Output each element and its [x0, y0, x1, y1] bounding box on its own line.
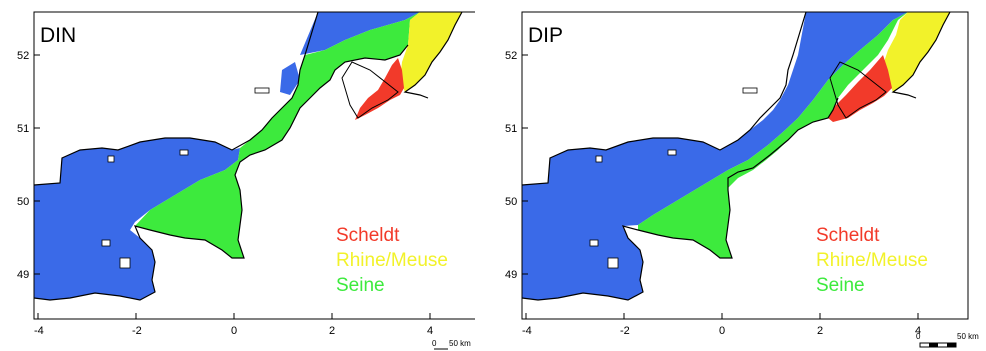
- scale-start-label: 0: [916, 332, 921, 341]
- plot-frame: [33, 11, 475, 320]
- legend-rhine-meuse: Rhine/Meuse: [336, 250, 448, 271]
- island: [101, 239, 111, 247]
- scale-end-label: 50 km: [957, 332, 979, 341]
- panel-title: DIP: [528, 24, 563, 47]
- y-tick-label: 50: [17, 196, 29, 208]
- island: [607, 257, 619, 269]
- coastline: [522, 12, 951, 301]
- other-water-region: [34, 138, 240, 300]
- scheldt-estuary-outline: [829, 61, 887, 119]
- other-water-region-north: [300, 12, 420, 55]
- y-axis: 52 51 50 49: [505, 50, 528, 281]
- y-tick-label: 50: [505, 196, 517, 208]
- legend-seine: Seine: [816, 275, 865, 296]
- island: [742, 87, 758, 94]
- x-axis: -4 -2 0 2 4: [34, 313, 433, 337]
- x-axis: -4 -2 0 2 4: [522, 313, 921, 337]
- x-tick-label: -4: [522, 325, 532, 337]
- other-water-region: [522, 12, 908, 300]
- x-tick-label: 2: [329, 325, 335, 337]
- map-panel-din: -4 -2 0 2 4 52 51 50 49 DIN Scheldt Rhin…: [0, 0, 475, 351]
- legend-rhine-meuse: Rhine/Meuse: [816, 250, 928, 271]
- y-tick-label: 49: [17, 269, 29, 281]
- scale-bar: 0 50 km: [916, 332, 979, 348]
- island: [667, 149, 677, 156]
- map-svg: -4 -2 0 2 4 52 51 50 49 DIP Scheldt Rhin…: [505, 11, 979, 348]
- x-tick-label: -2: [132, 325, 142, 337]
- seine-region: [135, 12, 420, 258]
- y-tick-label: 49: [505, 269, 517, 281]
- y-axis: 52 51 50 49: [17, 50, 40, 281]
- plot-frame: [521, 11, 969, 320]
- map-panel-dip: -4 -2 0 2 4 52 51 50 49 DIP Scheldt Rhin…: [488, 0, 979, 351]
- island: [119, 257, 131, 269]
- legend: Scheldt Rhine/Meuse Seine: [336, 225, 448, 296]
- y-tick-label: 51: [505, 123, 517, 135]
- scheldt-region: [828, 55, 892, 122]
- legend-seine: Seine: [336, 275, 385, 296]
- other-water-coast: [280, 62, 300, 95]
- x-tick-label: 4: [427, 325, 433, 337]
- scale-bar-segment: [929, 343, 938, 347]
- panel-title: DIN: [40, 24, 76, 47]
- island: [107, 155, 115, 163]
- legend: Scheldt Rhine/Meuse Seine: [816, 225, 928, 296]
- scale-start-label: 0: [432, 339, 437, 348]
- x-tick-label: 0: [719, 325, 725, 337]
- island: [179, 149, 189, 156]
- rhine-meuse-region: [400, 12, 462, 92]
- x-tick-label: -4: [34, 325, 44, 337]
- island: [254, 87, 270, 94]
- island: [595, 155, 603, 163]
- scale-end-label: 50 km: [449, 339, 471, 348]
- rhine-meuse-region: [883, 12, 950, 92]
- y-tick-label: 51: [17, 123, 29, 135]
- x-tick-label: -2: [620, 325, 630, 337]
- coastline: [34, 12, 463, 301]
- island: [589, 239, 599, 247]
- y-tick-label: 52: [17, 50, 29, 62]
- scale-bar: 0 50 km: [432, 339, 471, 350]
- legend-scheldt: Scheldt: [816, 225, 880, 246]
- legend-scheldt: Scheldt: [336, 225, 400, 246]
- seine-region: [638, 12, 908, 258]
- x-tick-label: 2: [817, 325, 823, 337]
- scheldt-region: [355, 58, 404, 120]
- scale-bar-segment: [947, 343, 956, 347]
- x-tick-label: 0: [231, 325, 237, 337]
- x-tick-label: 4: [915, 325, 921, 337]
- map-svg: -4 -2 0 2 4 52 51 50 49 DIN Scheldt Rhin…: [17, 11, 475, 350]
- scheldt-estuary-outline: [341, 61, 399, 119]
- y-tick-label: 52: [505, 50, 517, 62]
